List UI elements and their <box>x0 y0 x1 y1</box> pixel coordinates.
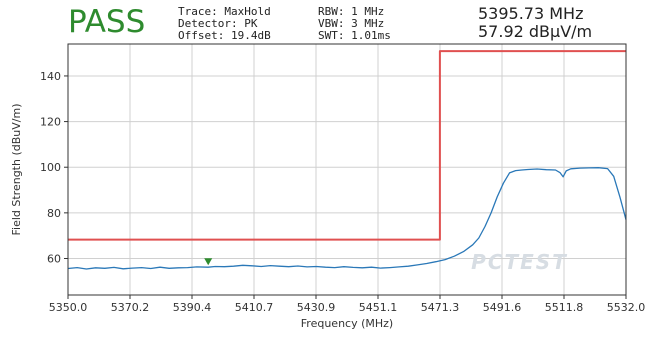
watermark-text: PCTEST <box>471 250 568 274</box>
x-tick-label: 5532.0 <box>607 301 646 314</box>
y-tick-label: 120 <box>40 116 61 129</box>
x-axis-title: Frequency (MHz) <box>301 317 393 330</box>
detector-setting: Detector: PK <box>178 17 258 30</box>
x-tick-label: 5390.4 <box>173 301 212 314</box>
trace-line <box>67 167 627 270</box>
x-tick-label: 5471.3 <box>421 301 460 314</box>
verdict-label: PASS <box>68 4 146 40</box>
plot-frame <box>67 43 627 296</box>
y-tick-label: 80 <box>47 207 61 220</box>
x-axis-ticks: 5350.0 5370.2 5390.4 5410.7 5430.9 5451.1 5471… <box>49 295 646 314</box>
chart-series <box>67 50 627 270</box>
x-tick-label: 5350.0 <box>49 301 88 314</box>
y-tick-label: 140 <box>40 70 61 83</box>
y-tick-label: 60 <box>47 252 61 265</box>
y-axis-title: Field Strength (dBuV/m) <box>10 104 23 236</box>
offset-setting: Offset: 19.4dB <box>178 29 271 42</box>
marker-level: 57.92 dBµV/m <box>478 22 593 41</box>
x-tick-label: 5370.2 <box>111 301 150 314</box>
measurement-settings-left: Trace: MaxHold Detector: PK Offset: 19.4… <box>178 6 271 42</box>
trace-setting: Trace: MaxHold <box>178 5 271 18</box>
y-tick-label: 100 <box>40 161 61 174</box>
y-axis-ticks: 60 80 100 120 140 <box>40 70 68 265</box>
vbw-setting: VBW: 3 MHz <box>318 17 385 30</box>
x-tick-label: 5410.7 <box>235 301 274 314</box>
swt-setting: SWT: 1.01ms <box>318 29 391 42</box>
x-tick-label: 5430.9 <box>297 301 336 314</box>
rbw-setting: RBW: 1 MHz <box>318 5 385 18</box>
marker-readout: 5395.73 MHz 57.92 dBµV/m <box>478 5 592 41</box>
x-tick-label: 5451.1 <box>359 301 398 314</box>
marker-triangle-icon <box>204 258 213 266</box>
measurement-settings-right: RBW: 1 MHz VBW: 3 MHz SWT: 1.01ms <box>318 6 391 42</box>
x-tick-label: 5491.6 <box>483 301 522 314</box>
x-tick-label: 5511.8 <box>545 301 584 314</box>
marker-frequency: 5395.73 MHz <box>478 4 584 23</box>
limit-line <box>68 50 626 241</box>
